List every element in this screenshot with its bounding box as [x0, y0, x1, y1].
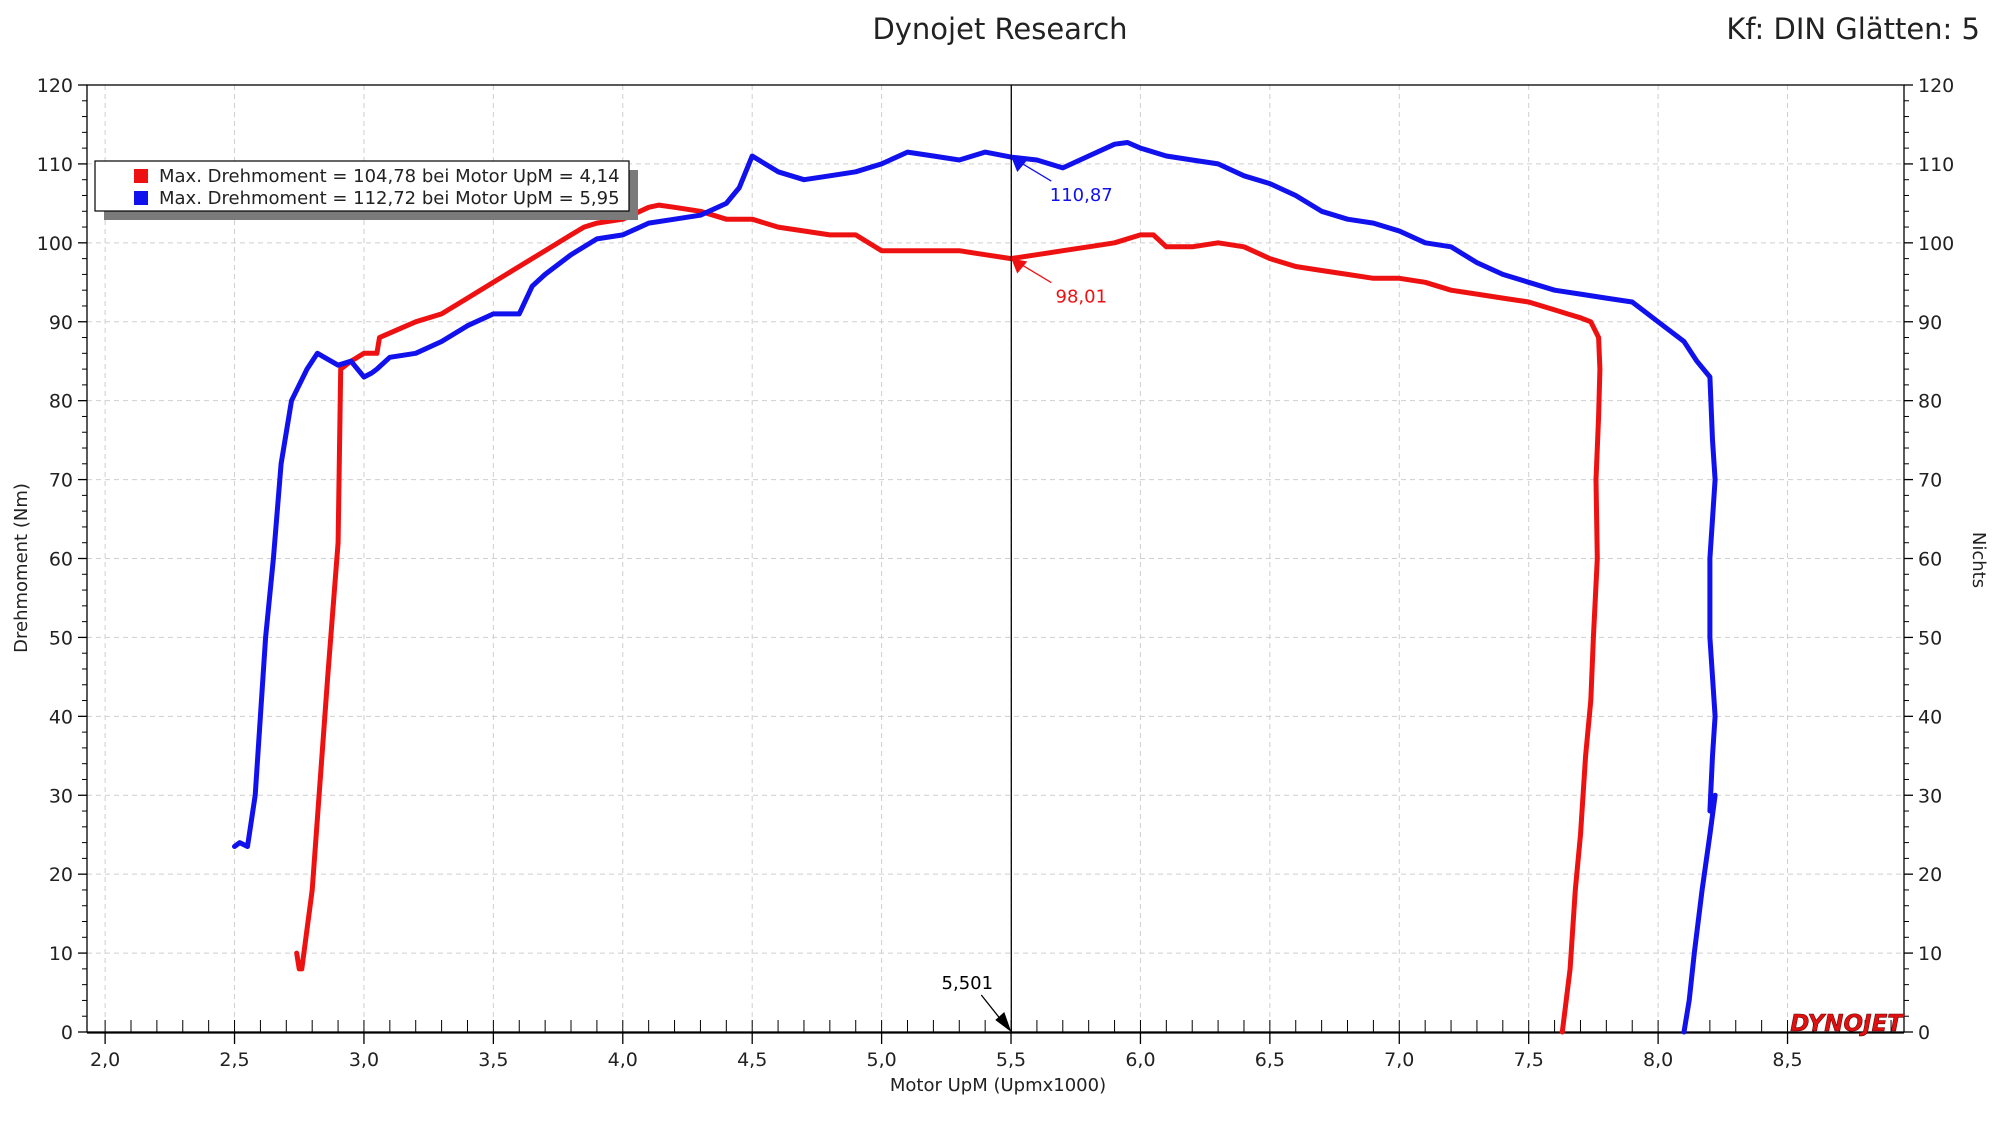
- y2-tick-label: 100: [1918, 233, 1954, 255]
- legend: Max. Drehmoment = 104,78 bei Motor UpM =…: [94, 160, 638, 220]
- y-tick-label: 70: [49, 470, 73, 492]
- y-axis-right: 0 10 20 30 40 50 60 70 80 90 100 110 120: [1904, 75, 1954, 1044]
- x-tick-label: 6,0: [1125, 1049, 1155, 1071]
- y-tick-label: 30: [49, 785, 73, 807]
- y-axis-left: 0 10 20 30 40 50 60 70 80 90 100 110 120: [37, 75, 87, 1044]
- y2-tick-label: 60: [1918, 549, 1942, 571]
- x-tick-label: 4,5: [737, 1049, 767, 1071]
- y2-tick-label: 0: [1918, 1022, 1930, 1044]
- cursor-arrow-head: [995, 1012, 1012, 1032]
- y2-tick-label: 40: [1918, 706, 1942, 728]
- y2-tick-label: 110: [1918, 154, 1954, 176]
- series-layer: [232, 140, 1718, 1035]
- legend-entry: Max. Drehmoment = 104,78 bei Motor UpM =…: [159, 166, 620, 187]
- x-tick-label: 2,0: [90, 1049, 120, 1071]
- x-tick-label: 2,5: [219, 1049, 249, 1071]
- legend-entry: Max. Drehmoment = 112,72 bei Motor UpM =…: [159, 188, 620, 209]
- value-callout-arrow: [1011, 258, 1028, 274]
- cursor-x-label: 5,501: [942, 973, 994, 994]
- legend-box: [94, 160, 630, 212]
- y-tick-label: 100: [37, 233, 73, 255]
- grid-lines: [87, 84, 1904, 1032]
- y-tick-label: 10: [49, 943, 73, 965]
- x-tick-label: 7,0: [1384, 1049, 1414, 1071]
- x-axis-label: Motor UpM (Upmx1000): [890, 1075, 1106, 1096]
- x-tick-label: 8,5: [1772, 1049, 1802, 1071]
- cursor-value-label: 98,01: [1056, 287, 1108, 308]
- y-tick-label: 110: [37, 154, 73, 176]
- y-tick-label: 50: [49, 627, 73, 649]
- y-axis-label: Drehmoment (Nm): [11, 483, 32, 653]
- x-tick-label: 5,5: [996, 1049, 1026, 1071]
- legend-swatch: [134, 191, 148, 205]
- y2-tick-label: 10: [1918, 943, 1942, 965]
- value-callout-arrow: [1011, 157, 1028, 173]
- x-tick-label: 6,5: [1255, 1049, 1285, 1071]
- cursor-layer: 5,501 98,01 110,87: [942, 85, 1113, 1032]
- x-tick-label: 3,5: [478, 1049, 508, 1071]
- x-tick-label: 8,0: [1643, 1049, 1673, 1071]
- x-axis: 2,0 2,5 3,0 3,5 4,0 4,5 5,0 5,5 6,0 6,5 7,0 7,5 8,0 8…: [87, 1020, 1904, 1071]
- y2-tick-label: 70: [1918, 470, 1942, 492]
- y2-tick-label: 50: [1918, 627, 1942, 649]
- dynojet-logo: DYNOJET: [1790, 1011, 1905, 1037]
- y-tick-label: 60: [49, 549, 73, 571]
- y2-tick-label: 120: [1918, 75, 1954, 97]
- y2-tick-label: 30: [1918, 785, 1942, 807]
- y-tick-label: 40: [49, 706, 73, 728]
- y2-tick-label: 80: [1918, 391, 1942, 413]
- y-tick-label: 20: [49, 864, 73, 886]
- y2-axis-label: Nichts: [1968, 532, 1989, 588]
- y-tick-label: 0: [61, 1022, 73, 1044]
- torque-curve-2: [232, 140, 1718, 1035]
- y2-tick-label: 90: [1918, 312, 1942, 334]
- x-tick-label: 4,0: [608, 1049, 638, 1071]
- y2-tick-label: 20: [1918, 864, 1942, 886]
- legend-swatch: [134, 169, 148, 183]
- y-tick-label: 90: [49, 312, 73, 334]
- correction-factor-info: Kf: DIN Glätten: 5: [1726, 12, 1980, 46]
- x-tick-label: 5,0: [867, 1049, 897, 1071]
- x-tick-label: 3,0: [349, 1049, 379, 1071]
- cursor-value-label: 110,87: [1050, 185, 1113, 206]
- y-tick-label: 120: [37, 75, 73, 97]
- y-tick-label: 80: [49, 391, 73, 413]
- chart-title: Dynojet Research: [872, 12, 1128, 46]
- x-tick-label: 7,5: [1514, 1049, 1544, 1071]
- torque-curve-1: [294, 202, 1603, 1035]
